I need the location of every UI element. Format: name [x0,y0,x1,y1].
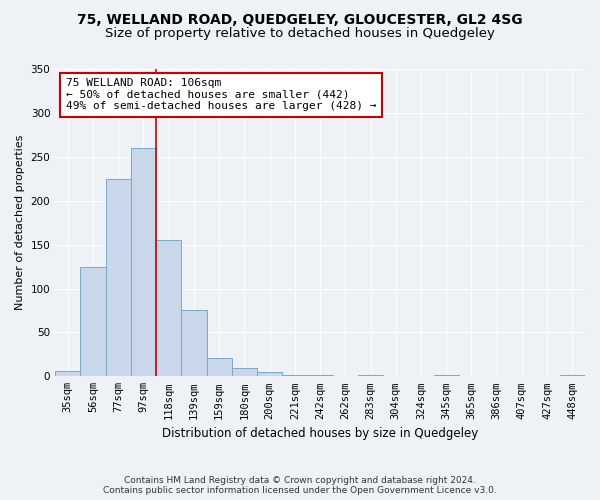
Text: 75, WELLAND ROAD, QUEDGELEY, GLOUCESTER, GL2 4SG: 75, WELLAND ROAD, QUEDGELEY, GLOUCESTER,… [77,12,523,26]
Bar [560,374,585,376]
Bar [358,374,383,376]
Y-axis label: Number of detached properties: Number of detached properties [15,135,25,310]
Bar [80,266,106,376]
X-axis label: Distribution of detached houses by size in Quedgeley: Distribution of detached houses by size … [162,427,478,440]
Bar [282,374,307,376]
Bar [257,372,282,376]
Bar [181,310,206,376]
Bar [156,240,181,376]
Bar [106,179,131,376]
Text: Size of property relative to detached houses in Quedgeley: Size of property relative to detached ho… [105,28,495,40]
Bar [131,148,156,376]
Bar [232,368,257,376]
Bar [206,358,232,376]
Text: Contains HM Land Registry data © Crown copyright and database right 2024.
Contai: Contains HM Land Registry data © Crown c… [103,476,497,495]
Bar [55,371,80,376]
Text: 75 WELLAND ROAD: 106sqm
← 50% of detached houses are smaller (442)
49% of semi-d: 75 WELLAND ROAD: 106sqm ← 50% of detache… [66,78,376,112]
